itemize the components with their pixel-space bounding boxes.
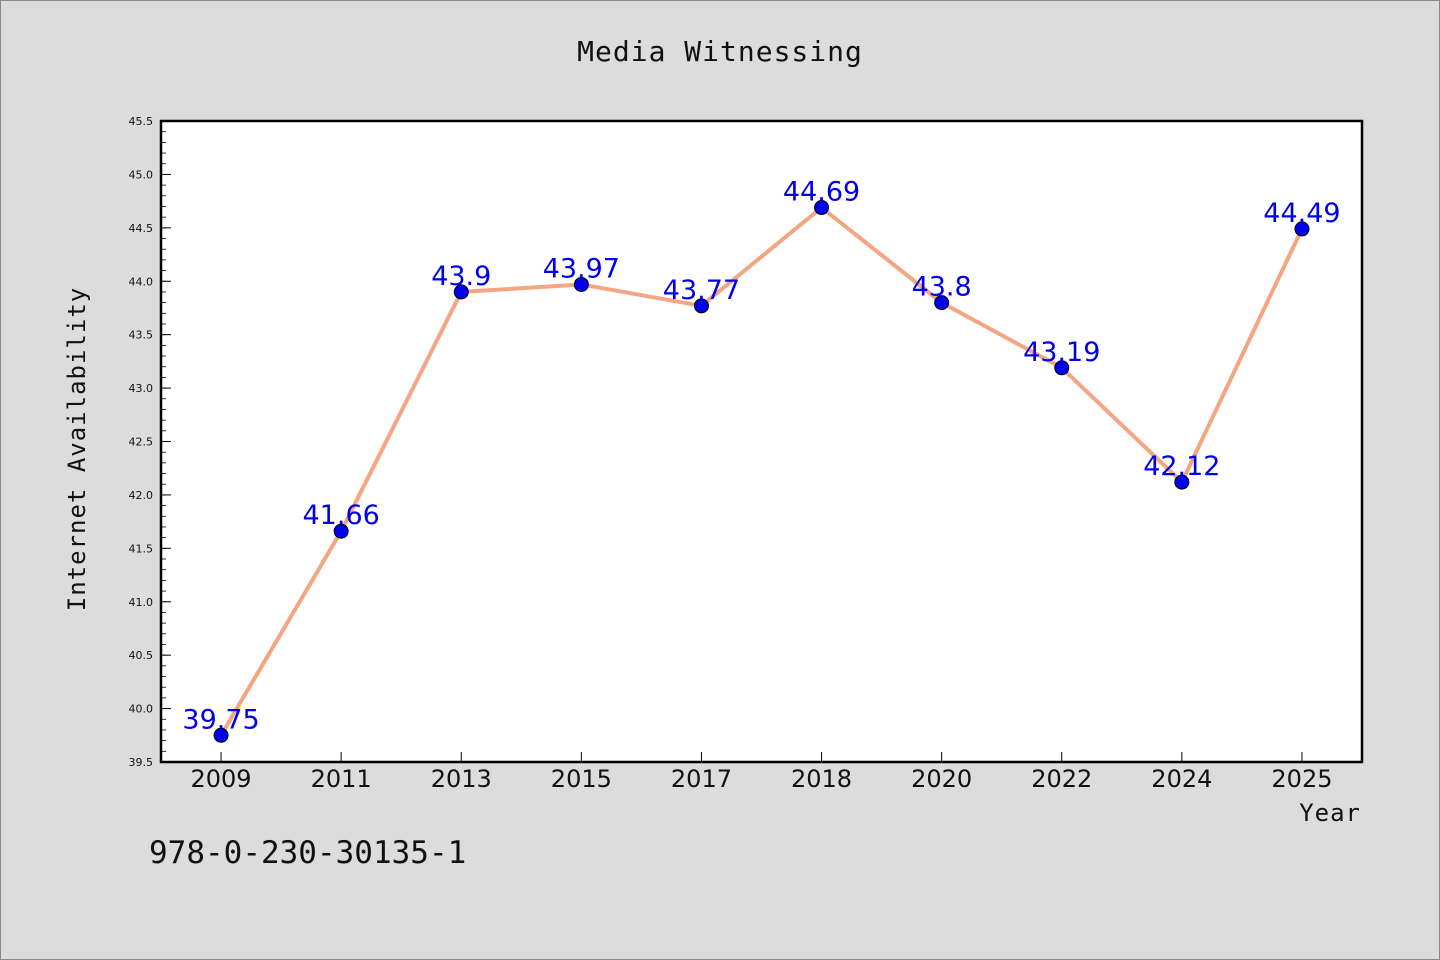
y-tick-label: 44.5 <box>129 222 154 235</box>
y-axis-label: Internet Availability <box>63 287 91 611</box>
y-tick-label: 39.5 <box>129 756 154 769</box>
y-tick-label: 42.5 <box>129 436 154 449</box>
data-label: 43.19 <box>1023 337 1100 368</box>
data-point <box>934 295 950 311</box>
y-tick-label: 42.0 <box>129 489 154 502</box>
data-label: 42.12 <box>1143 451 1220 482</box>
data-point <box>213 727 229 743</box>
data-point <box>1054 360 1070 376</box>
y-tick-label: 40.5 <box>129 649 154 662</box>
x-axis: 2009 2011 2013 2015 2017 2018 2020 2022 2024 2025 <box>191 752 1332 793</box>
y-tick-label: 45.0 <box>129 168 154 181</box>
data-label: 44.69 <box>783 177 860 208</box>
data-label: 44.49 <box>1263 198 1340 229</box>
x-tick-label: 2020 <box>911 765 972 793</box>
chart-title: Media Witnessing <box>577 35 863 68</box>
x-tick-label: 2013 <box>431 765 492 793</box>
x-tick-label: 2025 <box>1271 765 1332 793</box>
y-tick-label: 41.0 <box>129 596 154 609</box>
data-label: 43.77 <box>663 275 740 306</box>
data-point <box>573 276 589 292</box>
data-label: 43.8 <box>912 272 972 303</box>
x-tick-label: 2017 <box>671 765 732 793</box>
data-label: 39.75 <box>182 704 259 735</box>
footnote: 978-0-230-30135-1 <box>149 835 467 871</box>
y-tick-label: 43.0 <box>129 382 154 395</box>
data-label: 43.9 <box>431 261 491 292</box>
data-point <box>453 284 469 300</box>
data-label: 43.97 <box>543 253 620 284</box>
x-tick-label: 2022 <box>1031 765 1092 793</box>
x-tick-label: 2011 <box>311 765 372 793</box>
data-point <box>814 200 830 216</box>
data-point <box>1294 221 1310 237</box>
x-tick-label: 2009 <box>191 765 252 793</box>
x-tick-label: 2015 <box>551 765 612 793</box>
plot-area <box>161 121 1362 762</box>
x-tick-label: 2024 <box>1151 765 1212 793</box>
y-tick-label: 43.5 <box>129 329 154 342</box>
x-axis-label: Year <box>1299 799 1361 827</box>
y-tick-label: 40.0 <box>129 703 154 716</box>
data-point <box>693 298 709 314</box>
series-layer: 39.75 41.66 43.9 43.97 43.77 44.69 43.8 43.19 42… <box>182 177 1341 743</box>
y-axis: 39.5 40.0 40.5 41.0 41.5 42.0 42.5 43.0 43.5 44.0… <box>129 115 171 769</box>
plot-frame <box>159 119 1364 764</box>
y-tick-label: 45.5 <box>129 115 154 128</box>
y-tick-label: 41.5 <box>129 542 154 555</box>
data-point <box>1174 474 1190 490</box>
x-tick-label: 2018 <box>791 765 852 793</box>
data-point <box>333 523 349 539</box>
data-label: 41.66 <box>303 500 380 531</box>
y-tick-label: 44.0 <box>129 275 154 288</box>
series-line <box>219 205 1304 738</box>
